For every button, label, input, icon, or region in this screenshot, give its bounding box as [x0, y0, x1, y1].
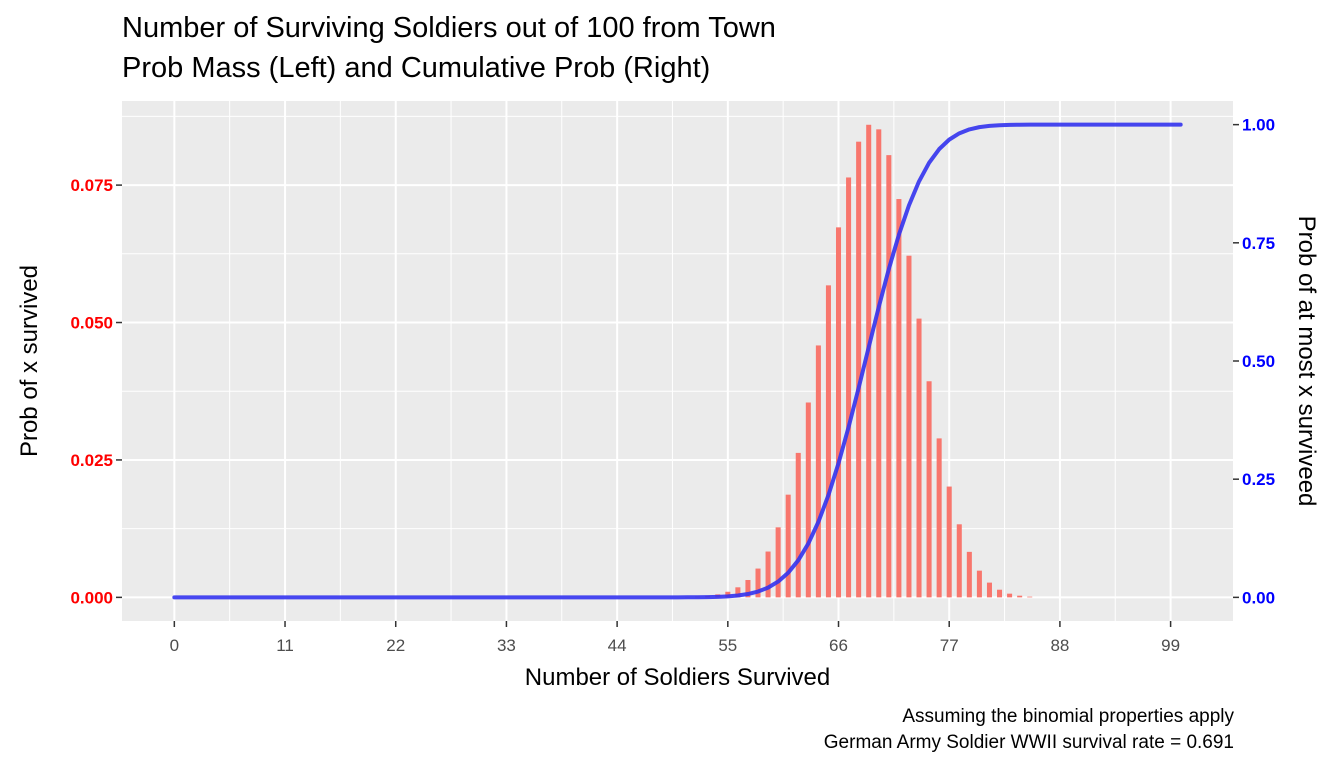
pmf-bar: [785, 494, 791, 598]
pmf-bar: [866, 124, 872, 598]
pmf-bar: [906, 255, 912, 598]
pmf-bar: [835, 227, 842, 598]
plot-panel: [122, 101, 1233, 621]
pmf-bar: [986, 582, 992, 598]
pmf-bar: [916, 318, 922, 598]
pmf-bar: [926, 381, 932, 598]
pmf-bar: [745, 579, 751, 598]
axis-ticks: [116, 123, 1239, 627]
y-right-tick-label: 0.25: [1242, 470, 1275, 489]
pmf-bar: [815, 345, 821, 598]
pmf-bar: [936, 438, 942, 598]
pmf-bar: [976, 570, 982, 598]
x-tick-label: 33: [497, 636, 516, 655]
caption-line-2: German Army Soldier WWII survival rate =…: [823, 732, 1234, 753]
pmf-bar: [805, 402, 811, 598]
x-tick-label: 99: [1161, 636, 1180, 655]
x-tick-label: 0: [170, 636, 179, 655]
pmf-bar: [876, 129, 882, 598]
pmf-bar: [966, 551, 972, 598]
pmf-bar: [765, 551, 771, 598]
y-left-tick-label: 0.000: [70, 588, 113, 607]
pmf-bar: [946, 486, 952, 598]
pmf-bar: [997, 589, 1003, 598]
pmf-bar: [825, 285, 831, 598]
y-right-tick-label: 1.00: [1242, 116, 1275, 135]
y-left-tick-label: 0.050: [70, 314, 113, 333]
pmf-bar: [1017, 595, 1023, 598]
pmf-bar: [896, 199, 902, 598]
minor-gridlines: [122, 101, 1233, 621]
x-tick-label: 11: [276, 636, 294, 655]
pmf-bar: [856, 141, 862, 598]
pmf-bar: [735, 587, 741, 598]
y-right-tick-label: 0.00: [1242, 588, 1275, 607]
caption-line-1: Assuming the binomial properties apply: [902, 706, 1234, 727]
y-left-tick-label: 0.025: [70, 451, 113, 470]
pmf-bar: [795, 452, 801, 598]
tick-labels: 0 11 22 33 44 55 66 77 88 99 0.000 0.025 0.050 0.075 0…: [70, 116, 1275, 655]
pmf-bar: [1027, 596, 1033, 598]
pmf-bar: [886, 155, 892, 598]
y-right-tick-label: 0.50: [1242, 352, 1275, 371]
chart-subtitle: Prob Mass (Left) and Cumulative Prob (Ri…: [122, 52, 711, 84]
x-tick-label: 55: [718, 636, 737, 655]
y-right-tick-label: 0.75: [1242, 234, 1275, 253]
pmf-bars: [685, 124, 1033, 598]
y-left-tick-label: 0.075: [70, 176, 113, 195]
x-tick-label: 77: [940, 636, 959, 655]
pmf-bar: [956, 524, 962, 598]
pmf-bar: [1007, 593, 1013, 598]
x-tick-label: 44: [608, 636, 627, 655]
pmf-bar: [846, 177, 852, 598]
cdf-line: [172, 122, 1183, 600]
chart-title: Number of Surviving Soldiers out of 100 …: [122, 12, 776, 44]
pmf-bar: [775, 527, 781, 598]
x-tick-label: 66: [829, 636, 848, 655]
x-tick-label: 22: [386, 636, 405, 655]
pmf-bar: [755, 568, 761, 598]
y-axis-left-title: Prob of x survived: [16, 265, 43, 457]
x-tick-label: 88: [1050, 636, 1069, 655]
x-axis-title: Number of Soldiers Survived: [525, 664, 830, 691]
y-axis-right-title: Prob of at most x surviveed: [1293, 216, 1320, 507]
